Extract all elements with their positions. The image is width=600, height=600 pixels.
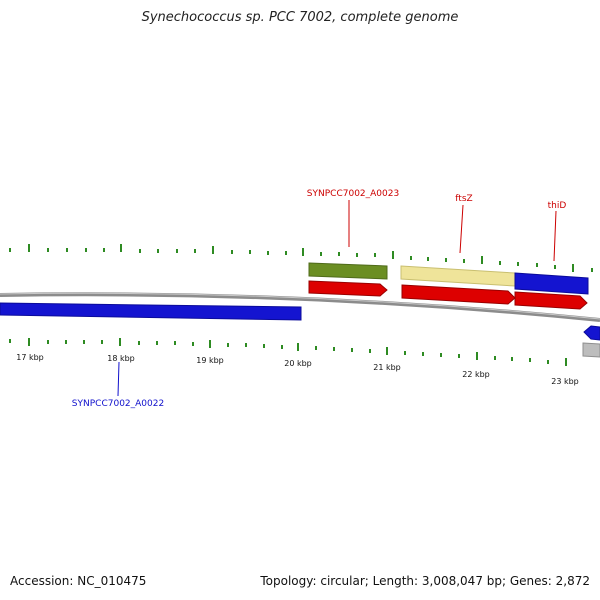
gene-bar-ftsz[interactable] — [400, 265, 516, 287]
orf-arrow[interactable] — [308, 280, 388, 297]
label-leaders — [117, 200, 557, 397]
gene-bar-thid[interactable] — [514, 272, 589, 295]
tick-label-21kbp: 21 kbp — [373, 363, 401, 372]
red-arrow-track — [308, 280, 588, 310]
tick-label-22kbp: 22 kbp — [462, 370, 490, 379]
genome-title: Synechococcus sp. PCC 7002, complete gen… — [141, 10, 459, 25]
gene-arrow-blue-right[interactable] — [583, 325, 600, 341]
genome-summary-text: Topology: circular; Length: 3,008,047 bp… — [260, 574, 590, 588]
gene-bar-a0023[interactable] — [308, 262, 388, 280]
kbp-labels: 17 kbp 18 kbp 19 kbp 20 kbp 21 kbp 22 kb… — [16, 353, 579, 386]
genome-backbone — [0, 292, 600, 322]
tick-label-18kbp: 18 kbp — [107, 354, 135, 363]
gene-label-a0022[interactable]: SYNPCC7002_A0022 — [72, 399, 164, 409]
orf-arrow[interactable] — [514, 291, 588, 310]
orf-arrow[interactable] — [401, 284, 516, 305]
leader-a0022 — [117, 361, 120, 397]
gene-label-thid[interactable]: thiD — [548, 201, 567, 211]
gene-bar-gray-right[interactable] — [582, 342, 600, 358]
upper-tick-row — [9, 244, 593, 272]
lower-tick-row — [9, 338, 567, 366]
tick-label-20kbp: 20 kbp — [284, 359, 312, 368]
leader-ftsz — [459, 204, 464, 254]
gene-label-ftsz[interactable]: ftsZ — [455, 194, 472, 204]
leader-thid — [553, 210, 557, 262]
lower-gene-track — [0, 302, 600, 358]
genome-backbone-highlight — [0, 292, 600, 320]
gene-bar-a0022[interactable] — [0, 302, 302, 321]
upper-gene-track — [308, 262, 589, 295]
tick-label-19kbp: 19 kbp — [196, 356, 224, 365]
tick-label-17kbp: 17 kbp — [16, 353, 44, 362]
gene-label-a0023[interactable]: SYNPCC7002_A0023 — [307, 189, 399, 199]
tick-label-23kbp: 23 kbp — [551, 377, 579, 386]
gene-labels: SYNPCC7002_A0023 ftsZ thiD SYNPCC7002_A0… — [72, 189, 567, 409]
accession-text: Accession: NC_010475 — [10, 574, 147, 588]
